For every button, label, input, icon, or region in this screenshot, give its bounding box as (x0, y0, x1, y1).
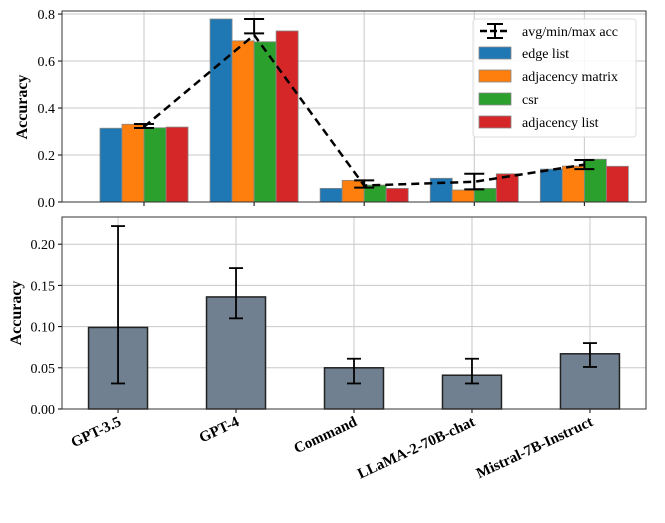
y-tick-label: 0.4 (38, 102, 56, 117)
bar-csr (253, 41, 277, 203)
legend-label: adjacency list (522, 116, 599, 131)
bottom-y-axis-label: Accuracy (8, 281, 25, 346)
x-tick-label: LLaMA-2-70B-chat (355, 414, 477, 482)
x-tick-label: GPT-4 (197, 414, 242, 446)
y-tick-label: 0.10 (31, 321, 56, 336)
bar-edge-list (209, 18, 233, 203)
bar-adjacency-matrix (561, 165, 585, 203)
y-tick-label: 0.6 (38, 55, 56, 70)
legend-label: adjacency matrix (522, 70, 618, 85)
bar-adjacency-matrix (451, 189, 475, 203)
y-tick-label: 0.15 (31, 279, 56, 294)
bar-csr (583, 158, 607, 203)
x-tick-label: Command (292, 414, 361, 457)
bar-edge-list (539, 168, 563, 203)
bottom-chart: 0.00 0.05 0.10 0.15 0.20 GPT-3.5 GPT-4 CommandL… (31, 216, 647, 483)
bar-adjacency-list (495, 173, 519, 203)
y-tick-label: 0.2 (38, 149, 56, 164)
legend-swatch (478, 46, 512, 60)
legend-label: avg/min/max acc (522, 25, 618, 40)
bar-adjacency-list (165, 126, 189, 203)
bar-csr (143, 127, 167, 203)
y-tick-label: 0.05 (31, 362, 56, 377)
x-tick-label: Mistral-7B-Instruct (474, 414, 596, 482)
bar-adjacency-matrix (341, 179, 365, 203)
bar-csr (473, 187, 497, 203)
y-tick-label: 0.0 (38, 196, 56, 211)
legend-label: csr (522, 93, 539, 108)
bar-adjacency-list (275, 30, 299, 203)
legend-swatch (478, 115, 512, 129)
legend-box (472, 18, 637, 138)
y-tick-label: 0.20 (31, 238, 56, 253)
top-y-axis-label: Accuracy (14, 75, 31, 140)
legend-label: edge list (522, 47, 569, 62)
bar-edge-list (319, 187, 343, 203)
bar-adjacency-matrix (121, 123, 145, 203)
bottom-plot-frame (61, 216, 647, 410)
y-tick-label: 0.8 (38, 8, 56, 23)
y-tick-label: 0.00 (31, 403, 56, 418)
bar-adjacency-list (385, 187, 409, 203)
legend: avg/min/max acc edge list adjacency matrix… (472, 18, 637, 138)
x-tick-label: GPT-3.5 (69, 414, 124, 451)
bar-edge-list (99, 127, 123, 203)
bar-adjacency-list (605, 165, 629, 203)
legend-swatch (478, 69, 512, 83)
legend-swatch (478, 92, 512, 106)
bar-adjacency-matrix (231, 40, 255, 203)
top-plot-frame (61, 10, 647, 203)
